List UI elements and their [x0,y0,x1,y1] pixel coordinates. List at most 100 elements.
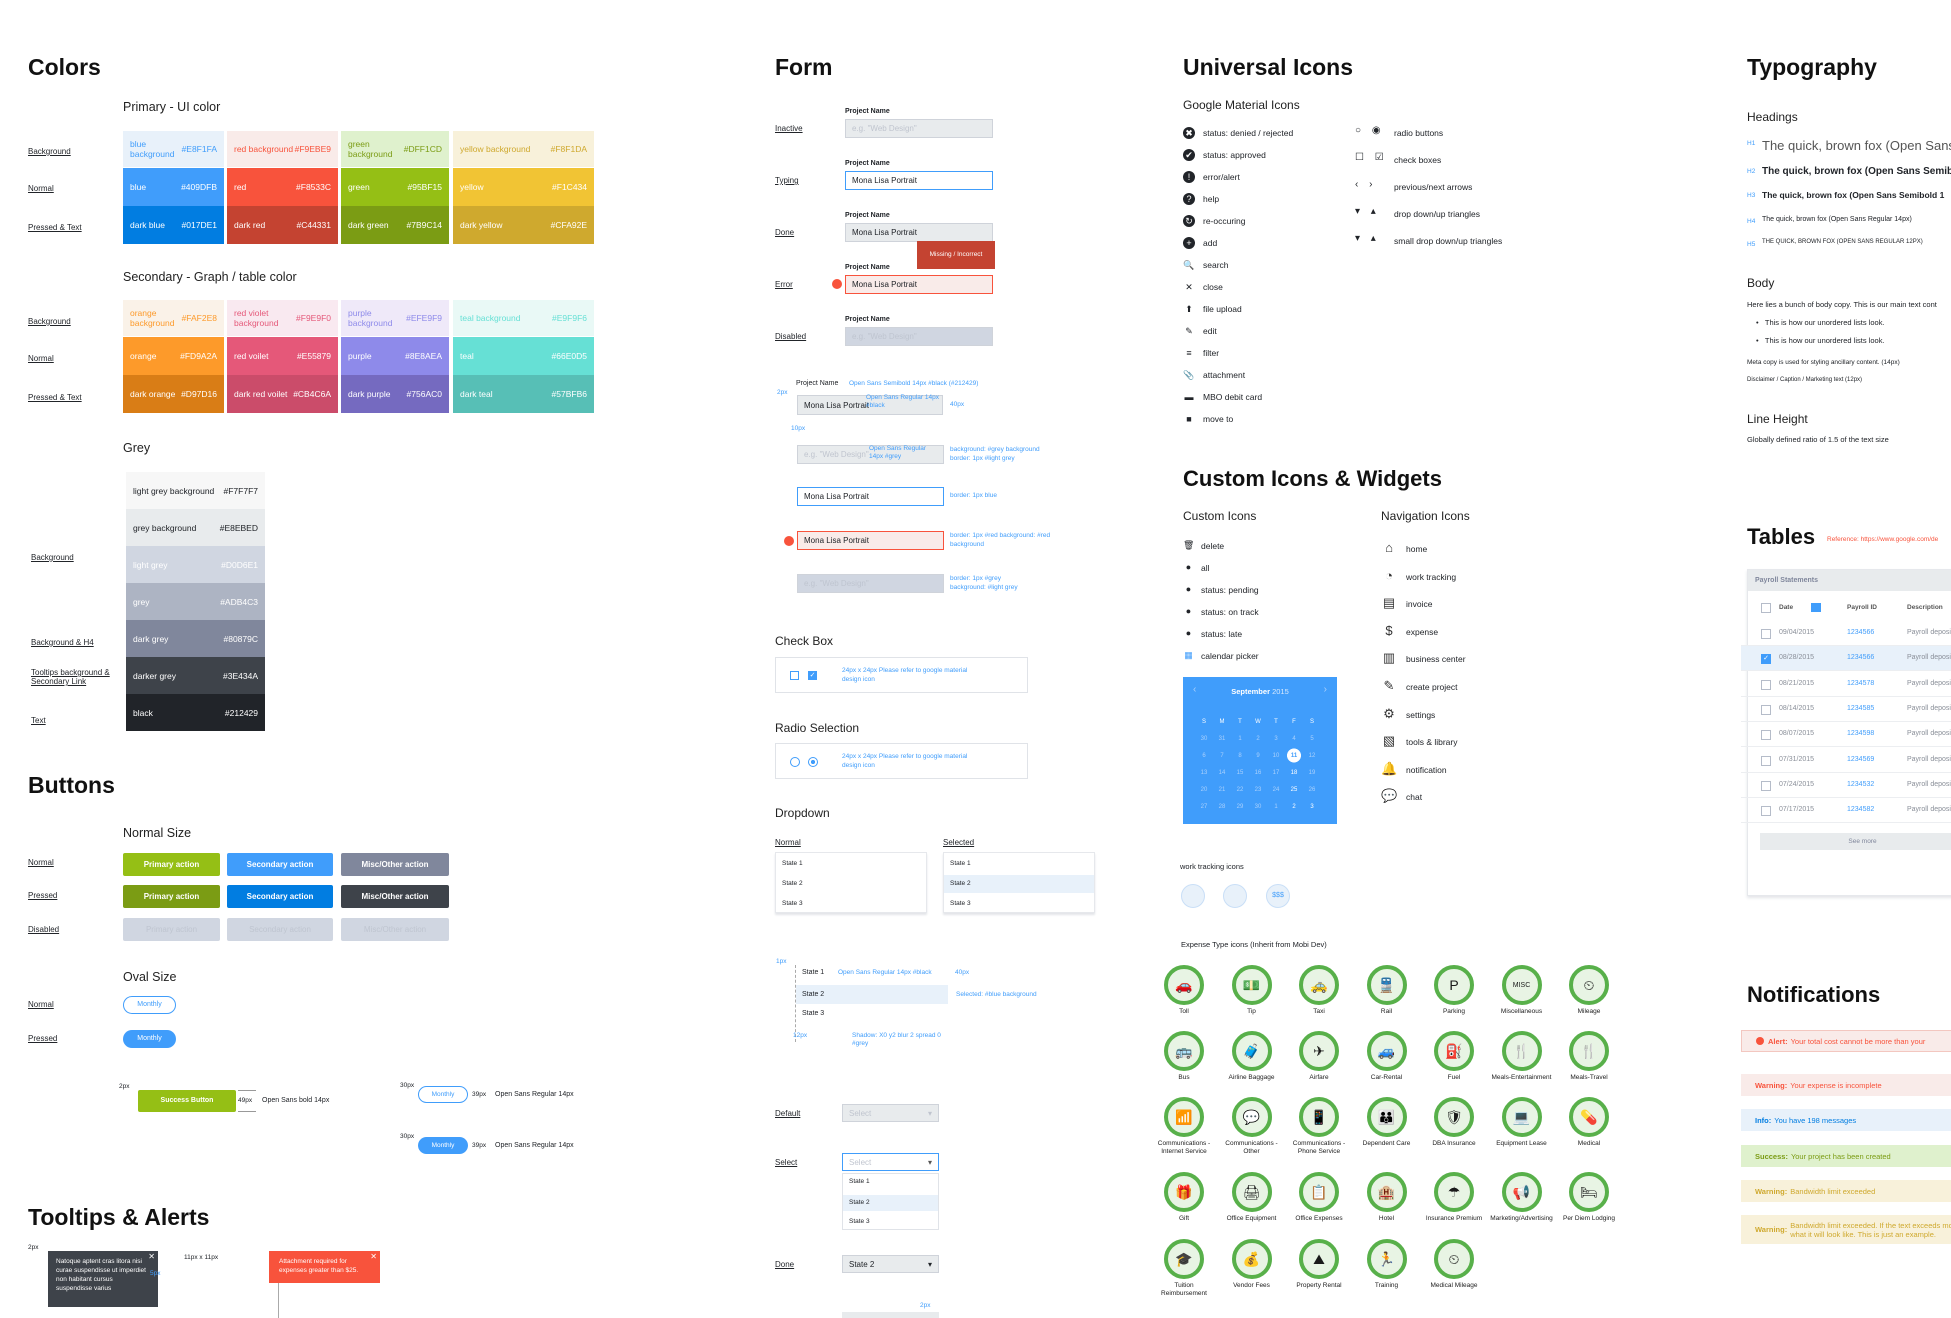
nav-icon-label[interactable]: expense [1406,626,1439,637]
dropdown-option[interactable]: State 2 [782,880,803,887]
radio-selected[interactable] [808,757,818,767]
chevron-right-icon[interactable]: › [1323,684,1327,695]
nav-icon-label[interactable]: work tracking [1406,571,1457,582]
calendar-day[interactable]: 12 [1308,752,1316,759]
calendar-day[interactable]: 13 [1200,769,1208,776]
nav-icon-label[interactable]: home [1406,544,1428,554]
misc-button[interactable]: Misc/Other action [341,853,449,876]
row-payroll-id[interactable]: 1234566 [1847,654,1875,662]
row-checkbox[interactable] [1761,629,1771,639]
calendar-day[interactable]: 18 [1290,769,1298,776]
project-name-input[interactable]: Mona Lisa Portrait [845,171,993,190]
dd-select[interactable]: Select ▾ [842,1153,939,1171]
nav-icon-label[interactable]: create project [1406,682,1458,692]
calendar-day[interactable]: 27 [1200,803,1208,810]
calendar-day[interactable]: 23 [1254,786,1262,793]
select-all-checkbox[interactable] [1761,603,1771,613]
calendar-day[interactable]: 5 [1310,735,1314,742]
calendar-day[interactable]: 11 [1285,747,1303,764]
calendar-day[interactable]: 17 [1272,769,1280,776]
chevron-down-icon[interactable]: ▾ [927,1157,932,1167]
project-name-input[interactable]: e.g. "Web Design" [845,119,993,138]
dd-spec-s2[interactable]: State 2 [796,985,948,1004]
nav-icon-label[interactable]: tools & library [1406,737,1458,748]
col-description[interactable]: Description [1907,604,1943,611]
spec-blue-input[interactable]: Mona Lisa Portrait [797,487,944,506]
row-payroll-id[interactable]: 1234532 [1847,780,1875,788]
calendar-day[interactable]: 10 [1272,752,1280,759]
calendar-day[interactable]: 7 [1220,752,1224,759]
chat-icon[interactable]: 💬 [1381,788,1398,804]
radio-unselected[interactable] [790,757,800,767]
dropdown-option[interactable]: State 3 [950,900,971,907]
calendar-day[interactable]: 31 [1218,735,1226,742]
oval-spec-normal[interactable]: Monthly [418,1086,468,1103]
dd-menu-s2[interactable]: State 2 [843,1195,938,1211]
secondary-button-pressed[interactable]: Secondary action [227,885,333,908]
oval-button-normal[interactable]: Monthly [123,996,176,1014]
table-row[interactable]: 09/04/2015 1234566 Payroll deposit [1741,621,1951,646]
notification-icon[interactable]: 🔔 [1381,760,1398,776]
library-icon[interactable]: ▧ [1382,733,1396,749]
close-icon[interactable]: ✕ [148,1252,155,1261]
misc-button-pressed[interactable]: Misc/Other action [341,885,449,908]
row-payroll-id[interactable]: 1234598 [1847,730,1875,738]
dropdown-option[interactable]: State 1 [950,860,971,867]
nav-icon-label[interactable]: settings [1406,709,1436,720]
table-row[interactable]: 07/24/2015 1234532 Payroll deposit [1741,773,1951,798]
invoice-icon[interactable]: ▤ [1382,595,1396,611]
business-center-icon[interactable]: ▥ [1382,650,1396,666]
project-name-input[interactable]: Mona Lisa Portrait [845,275,993,294]
success-button[interactable]: Success Button [138,1090,236,1112]
row-payroll-id[interactable]: 1234578 [1847,679,1875,687]
dd-menu-s1[interactable]: State 1 [849,1178,870,1185]
expense-icon[interactable]: $ [1385,622,1393,638]
nav-icon-label[interactable]: invoice [1406,599,1433,610]
table-row[interactable]: 08/21/2015 1234578 Payroll deposit [1741,672,1951,697]
spec-ph-input[interactable]: e.g. "Web Design" [797,445,944,464]
see-more-button[interactable]: See more [1760,833,1951,850]
calendar-day[interactable]: 4 [1292,735,1296,742]
calendar-day[interactable]: 16 [1254,769,1262,776]
row-payroll-id[interactable]: 1234566 [1847,629,1875,636]
calendar-day[interactable]: 2 [1256,735,1260,742]
dropdown-option[interactable]: State 1 [782,860,803,867]
row-payroll-id[interactable]: 1234585 [1847,704,1875,712]
calendar-day[interactable]: 9 [1256,752,1260,759]
calendar-day[interactable]: 26 [1308,786,1316,793]
calendar-day[interactable]: 6 [1202,752,1206,759]
primary-button-pressed[interactable]: Primary action [123,885,220,908]
calendar-day[interactable]: 15 [1236,769,1244,776]
calendar-day[interactable]: 3 [1310,803,1314,810]
dropdown-option[interactable]: State 2 [944,875,1094,893]
nav-icon-label[interactable]: notification [1406,764,1447,775]
calendar-day[interactable]: 30 [1254,803,1262,810]
col-payroll-id[interactable]: Payroll ID [1847,604,1877,611]
calendar-day[interactable]: 22 [1236,786,1244,793]
calendar-icon[interactable] [1811,603,1821,612]
calendar-day[interactable]: 1 [1274,803,1278,810]
nav-icon-label[interactable]: chat [1406,792,1423,803]
nav-icon-label[interactable]: business center [1406,654,1466,665]
calendar-day[interactable]: 1 [1238,735,1242,742]
calendar-day[interactable]: 30 [1200,735,1208,742]
calendar-day[interactable]: 3 [1274,735,1278,742]
checkbox-unchecked[interactable] [790,671,799,680]
work-tracking-icon[interactable]: ◔ [1385,567,1393,583]
calendar-day[interactable]: 20 [1200,786,1208,793]
row-checkbox[interactable] [1761,755,1771,766]
dd-done[interactable]: State 2 ▾ [842,1255,939,1273]
table-row[interactable]: 07/31/2015 1234569 Payroll deposit [1741,748,1951,773]
calendar-day[interactable]: 14 [1218,769,1226,776]
settings-icon[interactable]: ⚙ [1383,705,1395,721]
row-checkbox[interactable] [1761,679,1771,690]
oval-spec-pressed[interactable]: Monthly [418,1137,468,1154]
calendar-day[interactable]: 25 [1290,786,1298,793]
calendar-day[interactable]: 2 [1292,803,1296,810]
row-payroll-id[interactable]: 1234582 [1847,806,1875,814]
checkbox-checked[interactable]: ✓ [808,671,817,680]
row-checkbox[interactable] [1761,806,1771,817]
row-checkbox[interactable] [1761,704,1771,715]
tables-reference[interactable]: Reference: https://www.google.com/de [1827,536,1939,543]
project-name-input[interactable]: Mona Lisa Portrait [845,223,993,242]
